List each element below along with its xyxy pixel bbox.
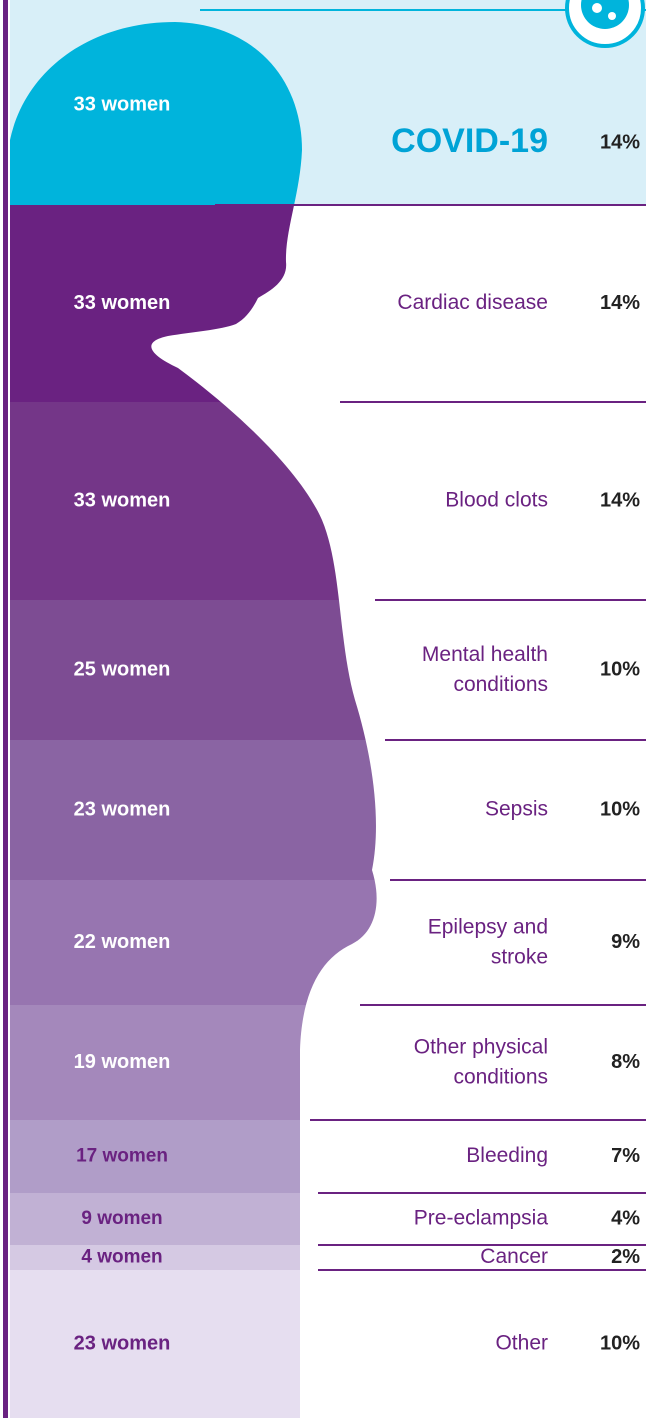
women-count: 22 women	[74, 931, 171, 953]
band	[10, 402, 377, 600]
left-rule	[3, 0, 8, 1418]
percent: 10%	[600, 658, 640, 680]
virus-icon	[608, 12, 616, 20]
percent: 9%	[611, 931, 640, 953]
cause: Sepsis	[485, 798, 548, 821]
percent: 7%	[611, 1145, 640, 1167]
cause: Cardiac disease	[397, 291, 548, 314]
cause: COVID-19	[391, 122, 548, 160]
cause: Mental health conditions	[422, 643, 548, 696]
cause-line: Mental health	[422, 643, 548, 666]
cause-line: conditions	[453, 673, 548, 696]
band	[10, 1245, 377, 1270]
percent: 14%	[600, 489, 640, 511]
cause: Epilepsy and stroke	[428, 915, 548, 968]
cause: Bleeding	[466, 1144, 548, 1167]
cause: Other physical conditions	[414, 1035, 548, 1088]
cause-line: Epilepsy and	[428, 915, 548, 938]
cause-line: stroke	[491, 945, 548, 968]
women-count: 25 women	[74, 658, 171, 680]
women-count: 33 women	[74, 292, 171, 314]
band	[10, 205, 377, 402]
percent: 14%	[600, 292, 640, 314]
band	[10, 880, 377, 1005]
percent: 8%	[611, 1051, 640, 1073]
cause: Other	[495, 1332, 548, 1355]
women-count: 19 women	[74, 1051, 171, 1073]
band	[10, 600, 377, 740]
band	[10, 740, 377, 880]
percent: 14%	[600, 131, 640, 153]
percent: 2%	[611, 1246, 640, 1268]
band	[10, 1270, 377, 1418]
women-count: 33 women	[74, 93, 171, 115]
band	[10, 1193, 377, 1245]
women-count: 4 women	[81, 1247, 162, 1268]
cause: Blood clots	[445, 489, 548, 512]
virus-icon	[592, 3, 602, 13]
cause-line: Other physical	[414, 1035, 548, 1058]
women-count: 9 women	[81, 1208, 162, 1229]
band	[10, 1005, 377, 1120]
cause-line: conditions	[453, 1065, 548, 1088]
percent: 10%	[600, 798, 640, 820]
women-count: 33 women	[74, 489, 171, 511]
percent: 10%	[600, 1332, 640, 1354]
band	[10, 1120, 377, 1193]
women-count: 17 women	[76, 1146, 168, 1167]
cause: Cancer	[480, 1245, 548, 1268]
cause: Pre-eclampsia	[414, 1207, 549, 1230]
women-count: 23 women	[74, 1332, 171, 1354]
women-count: 23 women	[74, 798, 171, 820]
percent: 4%	[611, 1207, 640, 1229]
